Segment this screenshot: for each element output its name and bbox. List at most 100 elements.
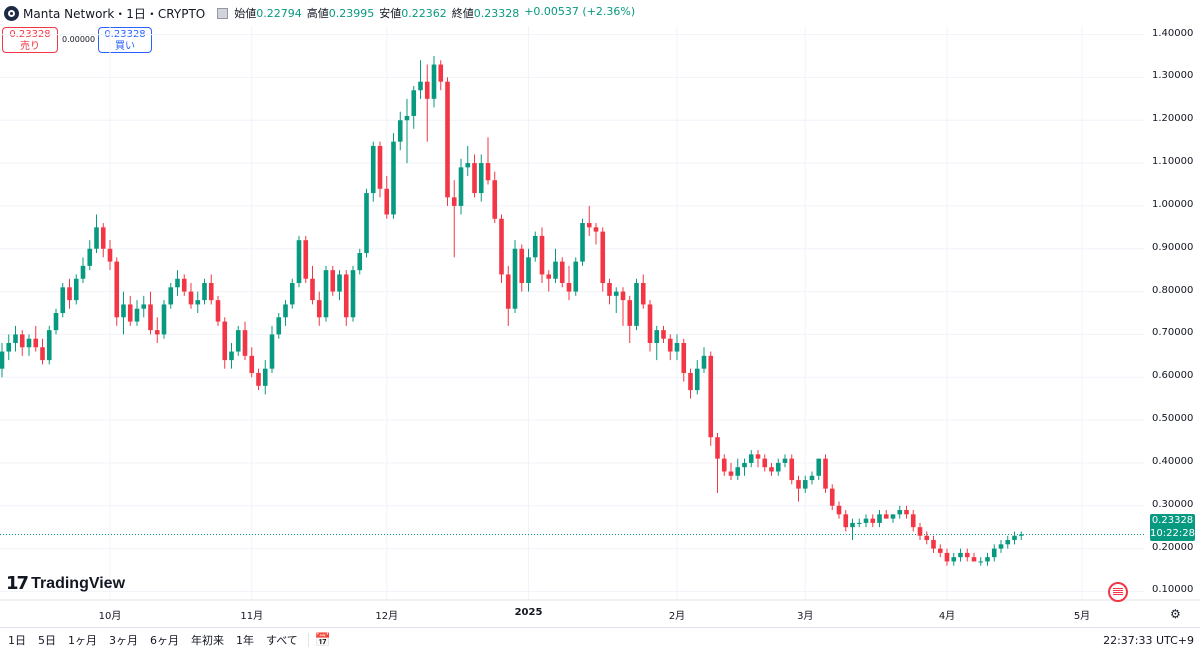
candle-body (958, 552, 963, 558)
candle (634, 278, 639, 331)
candle-body (829, 488, 835, 506)
candle (202, 278, 207, 305)
candle (701, 347, 707, 373)
candle-body (19, 334, 25, 348)
candle-body (647, 304, 653, 343)
candle-body (573, 261, 579, 292)
candle (809, 471, 815, 485)
candle-body (262, 368, 268, 386)
collapse-icon[interactable] (217, 7, 229, 19)
chart-header: Manta Network・1日・CRYPTO 始値0.22794 高値0.23… (0, 0, 1200, 26)
candle (836, 501, 842, 519)
candle-body (634, 283, 639, 326)
candle-body (944, 552, 950, 562)
candle-body (364, 193, 369, 254)
candle-body (971, 557, 977, 562)
candle (843, 510, 849, 532)
candle (829, 484, 835, 511)
ohlc-high: 高値0.23995 (306, 7, 375, 20)
candle (580, 218, 585, 266)
candlestick-chart[interactable] (0, 0, 1200, 627)
candle (289, 278, 295, 309)
range-1m[interactable]: 1ヶ月 (68, 634, 97, 647)
candle-body (998, 544, 1004, 549)
y-tick-label: 1.40000 (1152, 27, 1194, 39)
candle-body (404, 115, 410, 121)
candle (532, 231, 538, 262)
candle (445, 77, 450, 206)
candle-body (343, 274, 349, 318)
candle (951, 552, 957, 566)
candle (897, 505, 903, 519)
candle (276, 313, 282, 339)
tradingview-brand: TradingView (31, 574, 126, 592)
candle-body (208, 283, 214, 301)
candle (546, 270, 552, 292)
candle-body (478, 163, 484, 194)
gear-icon[interactable]: ⚙ (1170, 607, 1181, 621)
y-tick-label: 1.30000 (1152, 70, 1194, 82)
range-1y[interactable]: 1年 (236, 634, 254, 647)
clock-time[interactable]: 22:37:33 UTC+9 (1103, 633, 1194, 647)
range-3m[interactable]: 3ヶ月 (109, 634, 138, 647)
candle (856, 518, 862, 528)
candle (816, 458, 822, 481)
date-range-icon[interactable]: 📅 (314, 632, 331, 648)
candle (458, 158, 464, 215)
candle (937, 544, 943, 558)
candle-body (53, 313, 59, 331)
candle (168, 283, 174, 309)
candle-body (141, 304, 147, 309)
candle-body (499, 218, 504, 275)
candle-body (249, 355, 255, 373)
ohlc-values: 始値0.22794 高値0.23995 安値0.22362 終値0.23328 … (234, 5, 635, 21)
candle (175, 270, 180, 296)
range-1d[interactable]: 1日 (8, 634, 26, 647)
candle (850, 518, 855, 541)
candle-body (654, 330, 660, 343)
candle-body (850, 522, 855, 528)
candle-body (775, 462, 781, 472)
candle-body (256, 372, 261, 386)
candle-body (937, 548, 943, 553)
candle (40, 338, 45, 365)
candle-body (924, 535, 930, 541)
symbol-title[interactable]: Manta Network・1日・CRYPTO (23, 6, 206, 21)
candle-body (789, 458, 795, 481)
range-6m[interactable]: 6ヶ月 (150, 634, 179, 647)
candle (424, 64, 430, 142)
candle (715, 432, 720, 493)
candle (323, 265, 329, 322)
candle-body (472, 163, 477, 194)
ohlc-change: +0.00537 (+2.36%) (524, 5, 636, 18)
tradingview-logo[interactable]: 𝟭𝟳 TradingView (6, 573, 125, 594)
candle-body (289, 283, 295, 305)
candle-body (762, 458, 768, 468)
candle-body (526, 257, 531, 284)
candle (1012, 531, 1017, 545)
x-tick-label: 12月 (375, 611, 399, 622)
range-all[interactable]: すべて (266, 634, 298, 647)
candle-body (94, 227, 99, 249)
y-tick-label: 0.50000 (1152, 413, 1194, 425)
last-price: 0.23328 (1151, 515, 1194, 526)
candle-body (755, 454, 761, 459)
candle-body (161, 304, 167, 335)
candle (384, 175, 390, 219)
candle-body (897, 510, 903, 515)
candle-body (6, 342, 12, 352)
range-ytd[interactable]: 年初来 (191, 634, 224, 647)
candle (19, 330, 25, 356)
us-flag-icon[interactable] (1108, 582, 1128, 602)
candle (141, 295, 147, 318)
candle-body (445, 81, 450, 198)
candle-body (890, 514, 896, 519)
candle (154, 317, 160, 343)
candle (654, 325, 660, 361)
candle-body (26, 338, 32, 348)
candle (944, 548, 950, 566)
candle-body (917, 527, 923, 536)
candle-body (877, 514, 882, 523)
range-5d[interactable]: 5日 (38, 634, 56, 647)
candle-body (836, 505, 842, 515)
